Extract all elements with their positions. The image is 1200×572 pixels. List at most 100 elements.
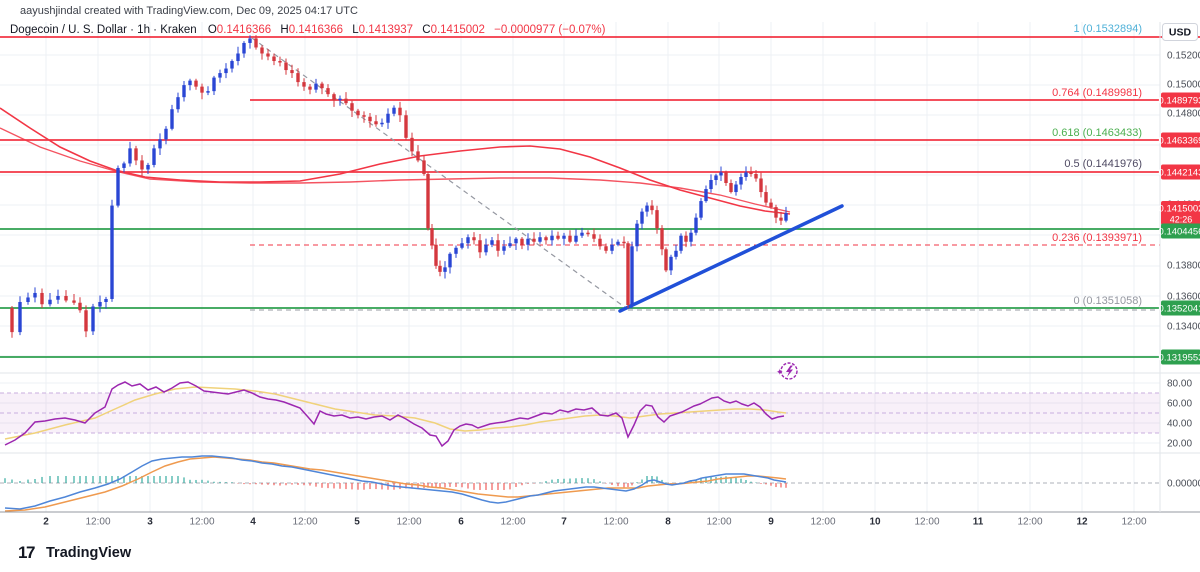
price-line-badge [1161, 300, 1200, 316]
time-axis[interactable]: 2 12:00 3 12:00 4 12:00 5 12:00 6 12:00 7 12:00 8 12:… [43, 517, 1147, 528]
candle-body [586, 232, 590, 235]
price-badge-value: 0.1463369 [1159, 136, 1200, 147]
time-axis-label[interactable]: 2 [43, 517, 49, 528]
candle-body [434, 244, 438, 266]
candle-body [630, 246, 634, 305]
price-axis[interactable]: 0.15200000.15000000.14800000.14200000.13… [1159, 51, 1200, 490]
candle-body [438, 265, 442, 272]
candle-body [734, 184, 738, 193]
symbol-header[interactable]: Dogecoin / U. S. Dollar · 1h · Kraken O0… [10, 24, 606, 36]
candle-body [128, 148, 132, 164]
flash-icon-circle [780, 362, 798, 380]
price-badge-value: 0.1489793 [1159, 96, 1200, 107]
time-axis-label[interactable]: 12 [1076, 517, 1088, 528]
candle-body [645, 205, 649, 212]
candle-body [655, 210, 659, 229]
candle-body [664, 249, 668, 271]
horizontal-levels [0, 36, 1200, 358]
candle-body [26, 297, 30, 302]
candle-body [430, 228, 434, 245]
time-axis-label[interactable]: 6 [458, 517, 464, 528]
candle-body [170, 109, 174, 129]
time-axis-label[interactable]: 10 [869, 517, 881, 528]
time-axis-label[interactable]: 12:00 [810, 517, 835, 528]
time-axis-label[interactable]: 11 [973, 517, 984, 528]
time-axis-label[interactable]: 12:00 [396, 517, 421, 528]
candle-body [194, 80, 198, 87]
time-axis-label[interactable]: 12:00 [914, 517, 939, 528]
price-line-badge [1161, 164, 1200, 180]
candle-body [550, 235, 554, 241]
price-line-badge [1161, 201, 1200, 225]
countdown-timer: 42:26 [1170, 215, 1193, 225]
candle-body [284, 62, 288, 71]
candle-body [146, 164, 150, 170]
time-axis-label[interactable]: 12:00 [292, 517, 317, 528]
candle-body [290, 70, 294, 74]
candle-body [472, 237, 476, 241]
currency-button[interactable]: USD [1162, 23, 1198, 41]
candle-body [56, 295, 60, 300]
time-axis-label[interactable]: 8 [665, 517, 671, 528]
time-axis-label[interactable]: 12:00 [706, 517, 731, 528]
candle-body [526, 238, 530, 245]
candle-body [84, 310, 88, 332]
candle-body [448, 253, 452, 268]
candle-body [508, 243, 512, 247]
rsi-line [4, 381, 785, 448]
candle-body [532, 238, 536, 242]
fib-level-label: 1 (0.1532894) [1074, 23, 1143, 35]
candle-body [398, 107, 402, 116]
candle-body [759, 178, 763, 193]
candle-body [460, 243, 464, 248]
tradingview-logo-mark: 17 [18, 543, 35, 562]
time-axis-label[interactable]: 3 [147, 517, 153, 528]
price-line-badge [1161, 349, 1200, 365]
time-axis-label[interactable]: 4 [250, 517, 256, 528]
ascending-support-trendline [618, 204, 844, 313]
candle-body [224, 68, 228, 74]
price-axis-label: 0.0000000 [1167, 479, 1200, 490]
candle-body [635, 223, 639, 247]
candle-body [260, 47, 264, 54]
close-value: 0.1415002 [431, 24, 485, 36]
time-axis-label[interactable]: 5 [354, 517, 360, 528]
sparkle-icon: ✦ [776, 367, 784, 377]
flash-pattern-icon[interactable]: ✦ [776, 362, 798, 380]
candle-body [694, 217, 698, 233]
candle-body [699, 201, 703, 218]
candle-body [604, 246, 608, 251]
candle-body [122, 163, 126, 168]
candle-body [404, 115, 408, 138]
price-axis-label: 0.1360000 [1167, 292, 1200, 303]
price-axis-label: 0.1480000 [1167, 109, 1200, 120]
candle-body [410, 137, 414, 152]
watermark: aayushjindal created with TradingView.co… [20, 5, 358, 17]
price-axis-label: 0.1500000 [1167, 80, 1200, 91]
time-axis-label[interactable]: 12:00 [603, 517, 628, 528]
tradingview-logo[interactable]: 17 TradingView [18, 543, 132, 562]
price-axis-label: 60.00 [1167, 399, 1192, 410]
candle-body [362, 115, 366, 117]
time-axis-label[interactable]: 9 [768, 517, 774, 528]
time-axis-label[interactable]: 12:00 [1121, 517, 1146, 528]
candle-body [739, 176, 743, 185]
time-axis-label[interactable]: 7 [561, 517, 567, 528]
time-axis-label[interactable]: 12:00 [1017, 517, 1042, 528]
time-axis-label[interactable]: 12:00 [189, 517, 214, 528]
candlestick-series [10, 35, 788, 338]
candle-body [426, 173, 430, 229]
descending-dashed-trendline [251, 37, 627, 309]
candle-body [724, 172, 728, 184]
time-axis-label[interactable]: 12:00 [500, 517, 525, 528]
time-axis-label[interactable]: 12:00 [85, 517, 110, 528]
candle-body [769, 202, 773, 208]
open-value: 0.1416366 [217, 24, 271, 36]
price-badge-value: 0.1442143 [1159, 168, 1200, 179]
candle-body [230, 61, 234, 69]
candle-body [392, 107, 396, 114]
candle-body [626, 243, 630, 305]
candle-body [18, 301, 22, 333]
